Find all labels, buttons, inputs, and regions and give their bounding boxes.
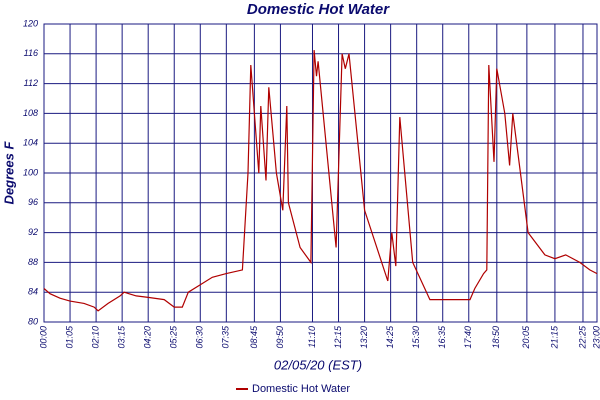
x-axis-label: 02/05/20 (EST)	[274, 357, 362, 372]
x-tick-label: 09:50	[275, 326, 285, 349]
x-tick-label: 02:10	[90, 326, 100, 349]
y-tick-label: 96	[28, 197, 38, 207]
y-tick-label: 88	[28, 257, 38, 267]
data-line	[43, 50, 598, 312]
x-tick-label: 08:45	[249, 325, 259, 349]
x-tick-label: 20:05	[521, 325, 531, 350]
legend-label: Domestic Hot Water	[252, 383, 350, 395]
x-tick-label: 13:20	[359, 326, 369, 349]
y-tick-label: 112	[24, 78, 38, 88]
x-tick-label: 00:00	[38, 326, 48, 349]
x-tick-label: 15:30	[411, 326, 421, 349]
y-tick-label: 104	[23, 138, 38, 148]
x-tick-label: 05:25	[169, 325, 179, 349]
x-tick-label: 23:00	[591, 326, 600, 350]
x-tick-label: 18:50	[491, 326, 501, 349]
x-tick-label: 12:15	[333, 325, 343, 349]
x-tick-label: 01:05	[64, 325, 74, 349]
y-tick-label: 100	[23, 167, 38, 177]
x-tick-label: 14:25	[385, 325, 395, 349]
y-axis-label: Degrees F	[1, 141, 16, 205]
x-tick-label: 06:30	[195, 326, 205, 349]
y-tick-label: 84	[28, 287, 38, 297]
y-tick-label: 116	[24, 48, 38, 58]
x-tick-label: 17:40	[463, 326, 473, 349]
x-tick-label: 11:10	[307, 326, 317, 348]
x-tick-label: 04:20	[143, 326, 153, 349]
x-tick-label: 22:25	[577, 325, 587, 350]
x-tick-label: 07:35	[221, 325, 231, 349]
chart-title: Domestic Hot Water	[247, 1, 390, 18]
y-tick-label: 92	[28, 227, 38, 237]
y-tick-label: 108	[23, 108, 38, 118]
x-tick-label: 16:35	[437, 325, 447, 349]
y-tick-label: 80	[28, 316, 38, 326]
y-tick-label: 120	[23, 18, 38, 28]
x-tick-label: 03:15	[117, 325, 127, 349]
plot-border	[43, 23, 598, 323]
x-tick-label: 21:15	[549, 325, 559, 350]
